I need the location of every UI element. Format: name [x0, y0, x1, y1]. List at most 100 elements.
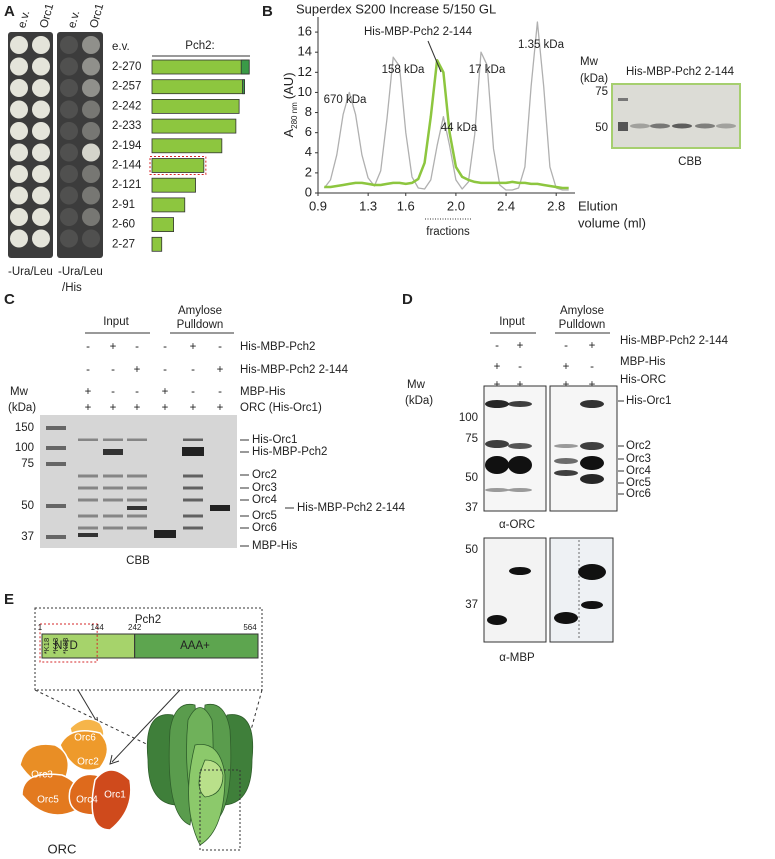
band	[78, 533, 98, 537]
sign: +	[494, 361, 501, 373]
band	[580, 442, 604, 450]
y-tick-label: 2	[305, 164, 312, 179]
subunit-label: Orc2	[77, 757, 99, 768]
band-label: Orc3	[252, 482, 277, 494]
colony	[82, 143, 100, 162]
mw-label: Mw	[10, 386, 29, 398]
mw-label: (kDa)	[405, 395, 433, 407]
construct-label: 2-27	[112, 238, 135, 250]
colony	[10, 229, 28, 248]
band-label: Orc2	[626, 440, 651, 452]
y-tick-label: 16	[298, 24, 312, 39]
band	[554, 612, 578, 624]
band	[485, 400, 509, 408]
colony	[10, 79, 28, 97]
colony	[10, 122, 28, 140]
annotation: 44 kDa	[441, 122, 478, 134]
band	[78, 438, 98, 441]
header: Pch2:	[185, 40, 214, 52]
colony	[82, 36, 100, 54]
colony	[10, 165, 28, 183]
band-label: Orc5	[626, 477, 651, 489]
band	[618, 98, 628, 101]
sign: -	[590, 361, 594, 373]
y-tick-label: 12	[298, 64, 312, 79]
band	[46, 504, 66, 508]
row-label: e.v.	[112, 41, 130, 53]
x-tick-label: 1.3	[359, 198, 377, 213]
colony	[60, 143, 78, 162]
row-label: MBP-His	[620, 356, 666, 368]
construct-bar	[151, 99, 240, 114]
colony	[60, 100, 78, 119]
colony	[10, 57, 28, 76]
construct-bar	[151, 236, 163, 252]
colony	[10, 208, 28, 226]
marker-label: 50	[465, 472, 478, 484]
marker-label: 50	[465, 544, 478, 556]
mw-label: Mw	[407, 379, 426, 391]
band-label: His-MBP-Pch2	[252, 446, 327, 458]
sign: +	[134, 364, 141, 376]
group-label: Input	[103, 316, 129, 328]
x-tick-label: 1.6	[397, 198, 415, 213]
stain-label: CBB	[678, 156, 702, 168]
sign: +	[162, 386, 169, 398]
band-label: Orc3	[626, 453, 651, 465]
sign: +	[517, 340, 524, 352]
sign: -	[564, 340, 568, 352]
band	[127, 526, 147, 530]
construct-tip	[242, 79, 245, 95]
domain-label: NTD	[54, 640, 78, 652]
mw-label: (kDa)	[8, 402, 36, 414]
y-tick-label: 0	[305, 184, 312, 199]
band	[650, 123, 670, 129]
mw-label: Mw	[580, 56, 599, 68]
sign: -	[218, 386, 222, 398]
construct-label: 2-194	[112, 140, 142, 152]
gel-title: His-MBP-Pch2 2-144	[626, 66, 735, 78]
zoom-target	[199, 769, 241, 851]
band	[508, 401, 532, 407]
group-label: Pulldown	[177, 319, 224, 331]
colony	[10, 100, 28, 119]
sign: -	[191, 386, 195, 398]
band	[210, 505, 230, 511]
media-label: -Ura/Leu	[8, 266, 53, 278]
band-label: His-Orc1	[626, 395, 671, 407]
sign: -	[86, 364, 90, 376]
sign: -	[518, 361, 522, 373]
group-label: Pulldown	[559, 319, 606, 331]
group-label: Amylose	[178, 305, 222, 317]
colony	[10, 186, 28, 205]
row-label: MBP-His	[240, 386, 286, 398]
column-label: e.v.	[66, 9, 82, 29]
panel-label: C	[4, 291, 15, 308]
colony	[82, 165, 100, 183]
marker-label: 75	[465, 433, 478, 445]
row-label: His-ORC	[620, 374, 666, 386]
domain-label: AAA+	[180, 640, 210, 652]
antibody-label: α-ORC	[499, 519, 535, 531]
x-tick-label: 2.4	[497, 198, 515, 213]
x-tick-label: 2.0	[447, 198, 465, 213]
band	[46, 446, 66, 450]
band	[581, 601, 603, 609]
construct-bar	[151, 59, 250, 75]
marker-label: 75	[21, 458, 34, 470]
band-label: Orc6	[252, 522, 277, 534]
construct-label: 2-60	[112, 219, 135, 231]
colony	[60, 186, 78, 205]
position-label: 144	[90, 623, 104, 632]
colony	[82, 57, 100, 76]
site-label: *K18	[42, 638, 51, 654]
row-label: ORC (His-Orc1)	[240, 402, 322, 414]
annotation: 1.35 kDa	[518, 39, 565, 51]
band	[154, 530, 176, 538]
band	[672, 123, 692, 129]
band	[508, 443, 532, 449]
x-axis-label: Elution	[578, 198, 618, 213]
domain	[41, 633, 136, 659]
y-tick-label: 6	[305, 124, 312, 139]
